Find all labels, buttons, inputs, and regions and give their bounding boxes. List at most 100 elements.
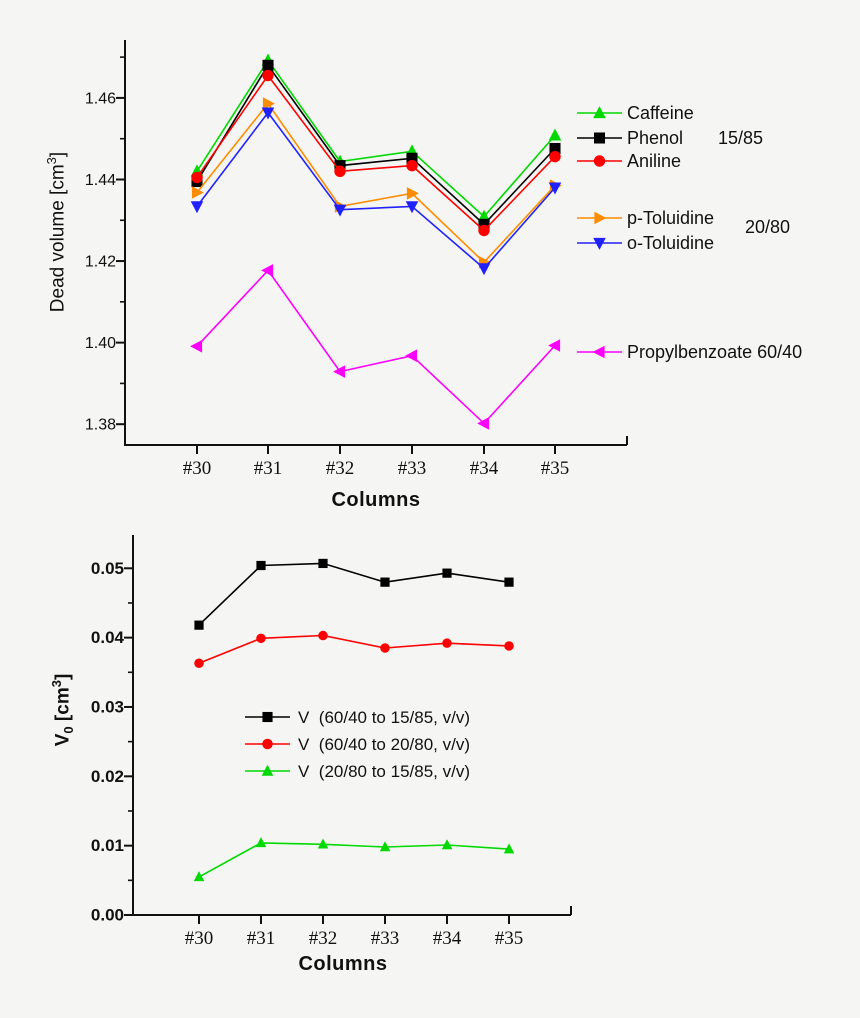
series-marker <box>594 211 607 225</box>
series-marker <box>190 201 204 214</box>
legend-label: Propylbenzoate 60/40 <box>627 342 802 362</box>
legend-label: Phenol <box>627 128 683 148</box>
series-line <box>196 269 556 425</box>
y-tick-label: 0.00 <box>91 906 124 925</box>
series-marker <box>262 69 274 82</box>
series-marker <box>593 132 606 144</box>
series-line <box>196 74 556 232</box>
series-v-60-40-to-15-85-v-v- <box>194 558 514 630</box>
legend-label: Aniline <box>627 151 681 171</box>
legend-group-label: 20/80 <box>745 217 790 237</box>
series-marker <box>477 263 491 276</box>
x-tick-label: #35 <box>495 928 524 949</box>
series-v-20-80-to-15-85-v-v- <box>193 837 515 882</box>
series-marker <box>593 106 606 119</box>
series-marker <box>194 620 204 630</box>
legend-label: p-Toluidine <box>627 208 714 228</box>
series-marker <box>334 165 346 178</box>
series-marker <box>261 764 274 776</box>
series-marker <box>194 658 204 669</box>
series-marker <box>548 182 562 195</box>
series-marker <box>593 155 606 167</box>
series-marker <box>406 152 418 164</box>
x-tick-label: #31 <box>247 928 276 949</box>
series-marker <box>379 841 391 852</box>
series-line <box>196 63 556 226</box>
y-tick-label: 1.40 <box>85 335 116 352</box>
y-tick-label: 0.04 <box>91 628 125 647</box>
series-marker <box>504 577 514 587</box>
series-marker <box>262 738 273 750</box>
chart1-y-axis-title: Dead volume [cm3] <box>44 151 69 313</box>
series-marker <box>405 201 419 214</box>
series-line <box>196 102 556 264</box>
legend: V (60/40 to 15/85, v/v) V (60/40 to 20/80… <box>245 708 470 781</box>
series-marker <box>333 365 346 378</box>
y-tick-label: 1.42 <box>85 254 116 271</box>
series-marker <box>193 871 205 882</box>
series-marker <box>478 224 490 237</box>
series-marker <box>261 107 275 120</box>
series-marker <box>191 186 204 199</box>
legend-group-label: 15/85 <box>718 128 763 148</box>
series-marker <box>256 560 266 571</box>
y-tick-label: 0.01 <box>91 836 124 855</box>
series-marker <box>548 128 562 141</box>
series-marker <box>504 641 514 651</box>
series-o-toluidine <box>190 107 562 276</box>
series-marker <box>262 97 275 110</box>
series-marker <box>477 417 490 430</box>
y-tick-label: 0.03 <box>91 697 124 716</box>
x-tick-label: #31 <box>254 458 283 479</box>
series-marker <box>380 643 390 653</box>
x-tick-label: #33 <box>371 928 400 949</box>
series-marker <box>261 264 274 277</box>
legend-label: V (60/40 to 20/80, v/v) <box>298 735 470 754</box>
series-marker <box>318 630 328 641</box>
series-marker <box>441 839 453 850</box>
x-tick-label: #34 <box>470 458 499 479</box>
series-marker <box>442 638 452 648</box>
series-marker <box>593 237 606 250</box>
series-marker <box>478 218 490 230</box>
x-tick-label: #34 <box>433 928 462 949</box>
x-tick-label: #35 <box>541 458 570 479</box>
y-tick-label: 0.05 <box>91 559 124 578</box>
series-phenol <box>191 59 561 230</box>
series-marker <box>262 711 273 723</box>
chart2-y-axis-title: V0 [cm3] <box>49 673 77 747</box>
y-tick-label: 1.46 <box>85 90 116 107</box>
series-marker <box>256 633 266 644</box>
series-marker <box>406 187 419 200</box>
chart2-x-axis-title: Columns <box>298 953 388 975</box>
series-marker <box>549 150 561 163</box>
series-caffeine <box>190 53 562 222</box>
v0-chart: 0.00 0.01 0.02 0.03 0.04 0.05 #30 #31 #32 #33 #34 #… <box>91 535 572 949</box>
series-marker <box>592 345 605 359</box>
series-marker <box>405 349 418 362</box>
x-tick-label: #32 <box>309 928 338 949</box>
series-aniline <box>191 69 561 237</box>
x-tick-label: #33 <box>398 458 427 479</box>
dead-volume-chart: 1.38 1.40 1.42 1.44 1.46 #30 #31 #32 #33 #34 #35 Ca… <box>85 40 802 479</box>
series-line <box>196 111 556 270</box>
series-marker <box>549 142 561 155</box>
y-tick-label: 1.38 <box>85 417 116 434</box>
series-line <box>196 58 556 218</box>
x-tick-label: #30 <box>185 928 214 949</box>
series-marker <box>406 159 418 172</box>
series-marker <box>190 340 203 353</box>
series-marker <box>548 339 561 352</box>
x-tick-label: #32 <box>326 458 355 479</box>
y-tick-label: 0.02 <box>91 767 124 786</box>
series-marker <box>503 843 515 854</box>
series-marker <box>334 160 346 172</box>
y-tick-label: 1.44 <box>85 172 116 189</box>
legend: Caffeine Phenol Aniline p-Toluidine o-Toluid… <box>577 103 802 362</box>
series-marker <box>333 204 347 217</box>
series-line <box>198 842 510 878</box>
legend-label: V (20/80 to 15/85, v/v) <box>298 762 470 781</box>
legend-label: Caffeine <box>627 103 694 123</box>
